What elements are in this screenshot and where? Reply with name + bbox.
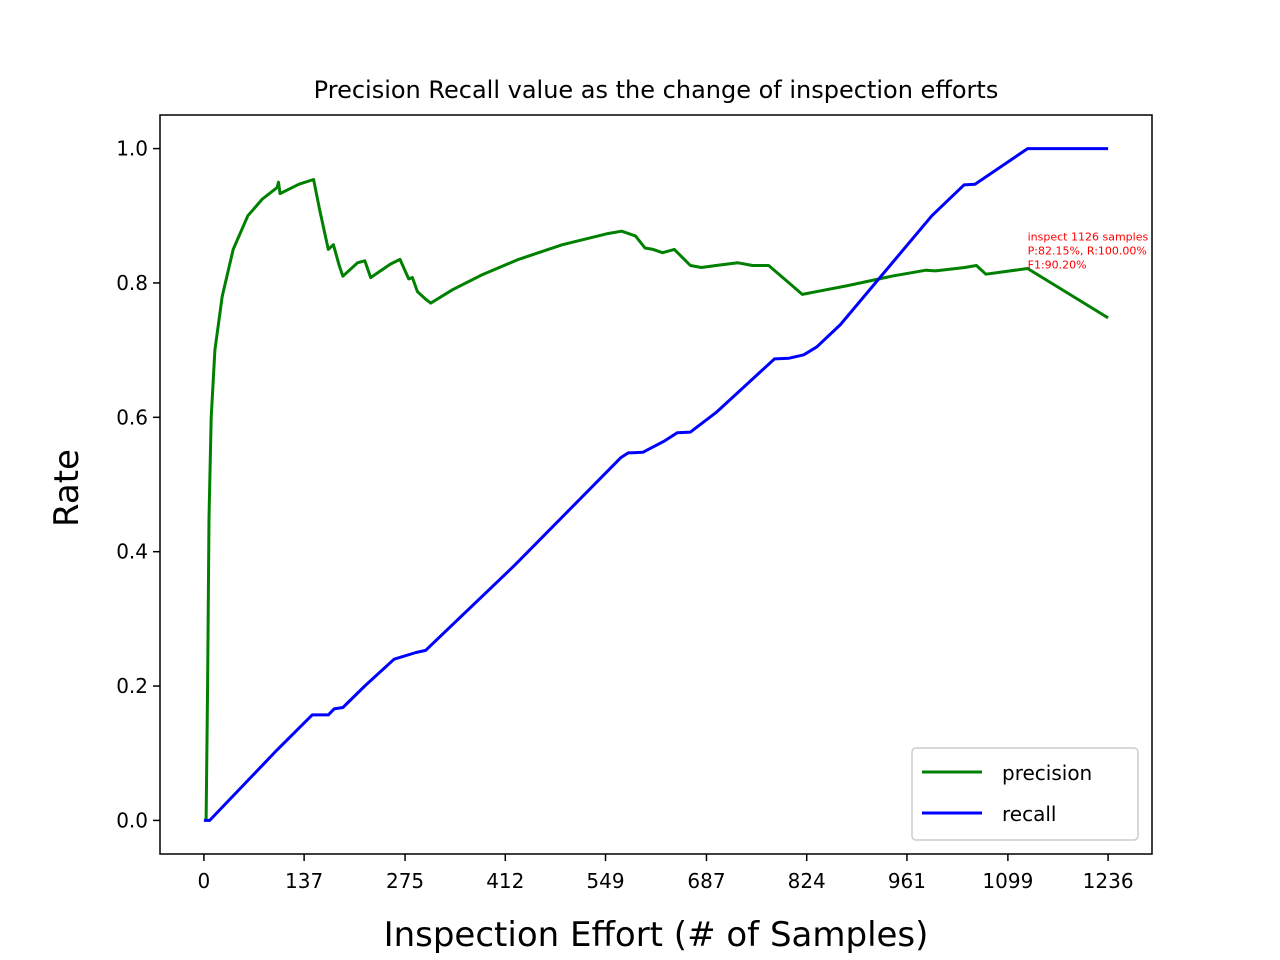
- x-tick-label: 137: [285, 869, 323, 893]
- y-tick-label: 1.0: [116, 137, 148, 161]
- x-tick-label: 275: [386, 869, 424, 893]
- y-tick-label: 0.8: [116, 271, 148, 295]
- x-axis-label: Inspection Effort (# of Samples): [384, 915, 929, 955]
- x-tick-label: 961: [888, 869, 926, 893]
- series-layer: [203, 147, 1109, 822]
- legend-label-precision: precision: [1002, 761, 1092, 785]
- annotation-line: P:82.15%, R:100.00%: [1028, 245, 1147, 258]
- series-line-recall: [203, 147, 1109, 822]
- annotation-line: F1:90.20%: [1028, 259, 1087, 272]
- y-tick-label: 0.6: [116, 405, 148, 429]
- legend-label-recall: recall: [1002, 802, 1056, 826]
- x-tick-label: 1236: [1083, 869, 1134, 893]
- x-tick-label: 412: [486, 869, 524, 893]
- x-tick-label: 1099: [982, 869, 1033, 893]
- x-tick-label: 687: [687, 869, 725, 893]
- chart-title: Precision Recall value as the change of …: [314, 76, 999, 104]
- x-tick-label: 549: [586, 869, 624, 893]
- series-line-precision: [204, 178, 1109, 821]
- x-tick-label: 824: [788, 869, 826, 893]
- y-tick-label: 0.2: [116, 674, 148, 698]
- y-axis-label: Rate: [47, 449, 87, 527]
- plot-frame: [159, 114, 1153, 855]
- x-tick-label: 0: [198, 869, 211, 893]
- y-tick-label: 0.4: [116, 540, 148, 564]
- legend: precision recall: [911, 747, 1139, 841]
- y-tick-label: 0.0: [116, 808, 148, 832]
- y-axis-ticks: 0.0 0.2 0.4 0.6 0.8 1.0: [116, 137, 160, 832]
- x-axis-ticks: 0 137 275 412 549 687 824 961 1099 1236: [198, 854, 1134, 893]
- annotation-line: inspect 1126 samples: [1028, 231, 1149, 244]
